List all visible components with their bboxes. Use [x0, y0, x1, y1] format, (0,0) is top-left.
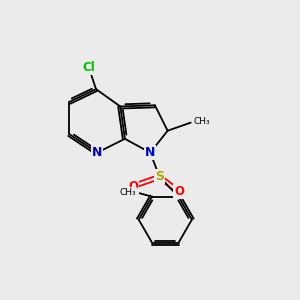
Text: S: S [155, 170, 164, 183]
Text: CH₃: CH₃ [120, 188, 136, 196]
Text: O: O [128, 180, 138, 193]
Text: N: N [92, 146, 102, 159]
Text: O: O [174, 185, 184, 198]
Text: CH₃: CH₃ [194, 117, 210, 126]
Text: Cl: Cl [83, 61, 95, 74]
Text: N: N [145, 146, 155, 159]
